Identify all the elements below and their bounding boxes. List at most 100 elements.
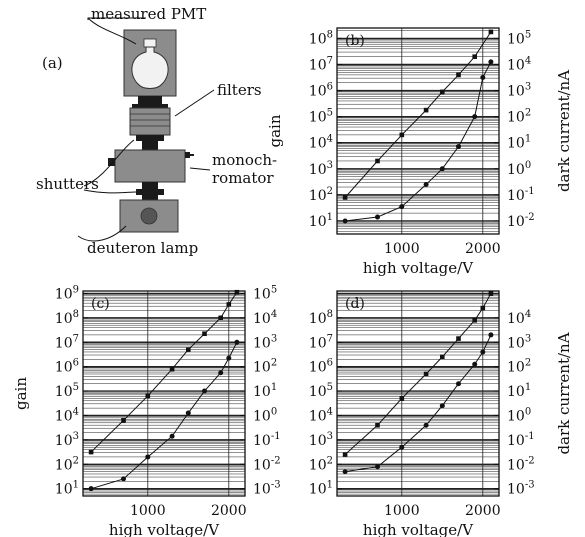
x-tick-label: 1000	[384, 503, 420, 519]
data-point-gain	[472, 54, 477, 59]
y-right-tick-label: 103	[507, 82, 531, 100]
y-right-tick-label: 102	[253, 358, 277, 376]
data-point-dark-current	[472, 361, 478, 367]
shutter-upper	[136, 135, 164, 141]
label-shutters: shutters	[36, 175, 99, 193]
grid-lines	[337, 28, 499, 234]
y-right-tick-label: 101	[253, 382, 277, 400]
y-right-tick-label: 10-1	[253, 431, 281, 449]
y-right-axis-label: dark current/nA	[555, 70, 573, 192]
y-right-tick-label: 10-3	[253, 480, 281, 498]
x-tick-label: 1000	[384, 241, 420, 257]
data-point-dark-current	[88, 486, 94, 492]
data-point-dark-current	[472, 114, 478, 120]
monochromator-knob-left	[108, 158, 115, 166]
plot-frame	[336, 27, 500, 235]
y-right-tick-label: 10-2	[507, 455, 535, 473]
shutter-lower	[136, 189, 164, 195]
data-point-dark-current	[234, 339, 240, 345]
data-point-gain	[399, 396, 405, 401]
y-right-tick-label: 100	[253, 406, 277, 424]
y-left-tick-label: 104	[55, 406, 79, 424]
data-point-gain	[186, 347, 191, 352]
data-point-gain	[488, 291, 494, 296]
coupler-1	[138, 96, 162, 104]
y-right-tick-label: 104	[253, 309, 277, 327]
coupler-4	[142, 195, 158, 200]
y-left-tick-label: 103	[309, 160, 333, 178]
y-right-tick-label: 103	[507, 333, 531, 351]
data-point-gain	[234, 289, 240, 295]
y-left-tick-label: 105	[55, 382, 79, 400]
data-point-dark-current	[488, 332, 494, 338]
leader-lines	[77, 17, 215, 242]
data-point-gain	[480, 305, 486, 311]
data-point-gain	[218, 315, 223, 321]
data-point-dark-current	[480, 349, 486, 355]
grid-lines	[337, 291, 499, 496]
y-left-tick-label: 109	[55, 284, 79, 302]
data-point-gain	[121, 418, 126, 423]
data-point-gain	[423, 107, 429, 113]
chart-panel-b: 101 102 103 104 105 106 107 108 10-2 10-1 100 101 10…	[266, 27, 573, 277]
x-tick-label: 1000	[130, 503, 166, 519]
label-monochromator-1: monoch-	[212, 151, 277, 169]
coupler-2	[142, 141, 158, 150]
y-right-axis-label: dark current/nA	[555, 332, 573, 454]
pmt-bulb-icon	[131, 38, 169, 89]
y-left-tick-label: 103	[55, 431, 79, 449]
lamp-window-icon	[140, 207, 158, 225]
label-monochromator-2: romator	[212, 169, 274, 187]
y-right-tick-label: 101	[507, 134, 531, 152]
y-right-tick-label: 10-1	[507, 186, 535, 204]
monochromator-knob-right	[185, 152, 190, 158]
y-left-tick-label: 106	[309, 358, 333, 376]
y-right-tick-label: 10-3	[507, 480, 535, 498]
x-axis-label: high voltage/V	[363, 259, 474, 277]
panel-label: (d)	[345, 296, 365, 312]
data-point-gain	[342, 452, 348, 457]
panel-label: (b)	[345, 33, 365, 49]
y-left-tick-label: 101	[55, 480, 79, 498]
x-axis-label: high voltage/V	[363, 521, 474, 537]
y-right-tick-label: 104	[507, 56, 531, 74]
data-point-gain	[169, 366, 175, 372]
chart-panel-c: 101 102 103 104 105 106 107 108 109 10-3 10-2 10-1 1…	[12, 284, 281, 537]
panel-label-a: (a)	[42, 54, 63, 72]
x-tick-label: 2000	[211, 503, 247, 519]
label-filters: filters	[217, 81, 262, 99]
y-left-tick-label: 108	[309, 29, 333, 47]
y-left-tick-label: 107	[309, 56, 333, 74]
data-point-gain	[440, 354, 445, 360]
data-point-dark-current	[439, 403, 445, 409]
y-left-tick-label: 101	[309, 480, 333, 498]
chart-panel-d: 101 102 103 104 105 106 107 108 10-3 10-2 10-1 100 1…	[309, 290, 573, 537]
data-point-gain	[226, 302, 232, 307]
series-line-dark-current	[345, 334, 492, 473]
y-right-tick-label: 10-2	[253, 455, 281, 473]
data-point-gain	[440, 89, 445, 95]
data-point-dark-current	[226, 355, 232, 361]
y-right-tick-label: 102	[507, 358, 531, 376]
coupler-1b	[132, 104, 168, 108]
data-point-dark-current	[169, 433, 175, 439]
y-left-tick-label: 101	[309, 212, 333, 230]
monochromator-box	[114, 149, 186, 183]
data-point-dark-current	[399, 204, 405, 210]
data-point-dark-current	[375, 464, 380, 470]
series-line-gain	[344, 31, 492, 198]
y-right-tick-label: 105	[253, 284, 277, 302]
data-point-gain	[88, 449, 94, 455]
plot-frame	[336, 290, 500, 497]
y-left-axis-label: gain	[12, 377, 30, 410]
panel-label: (c)	[91, 296, 110, 312]
data-point-dark-current	[423, 422, 429, 428]
y-left-axis-label: gain	[266, 114, 284, 147]
data-point-dark-current	[342, 469, 348, 475]
data-point-dark-current	[145, 454, 151, 460]
y-left-tick-label: 105	[309, 108, 333, 126]
y-left-tick-label: 108	[55, 309, 79, 327]
filter-stack	[129, 107, 171, 136]
data-point-dark-current	[375, 214, 380, 220]
